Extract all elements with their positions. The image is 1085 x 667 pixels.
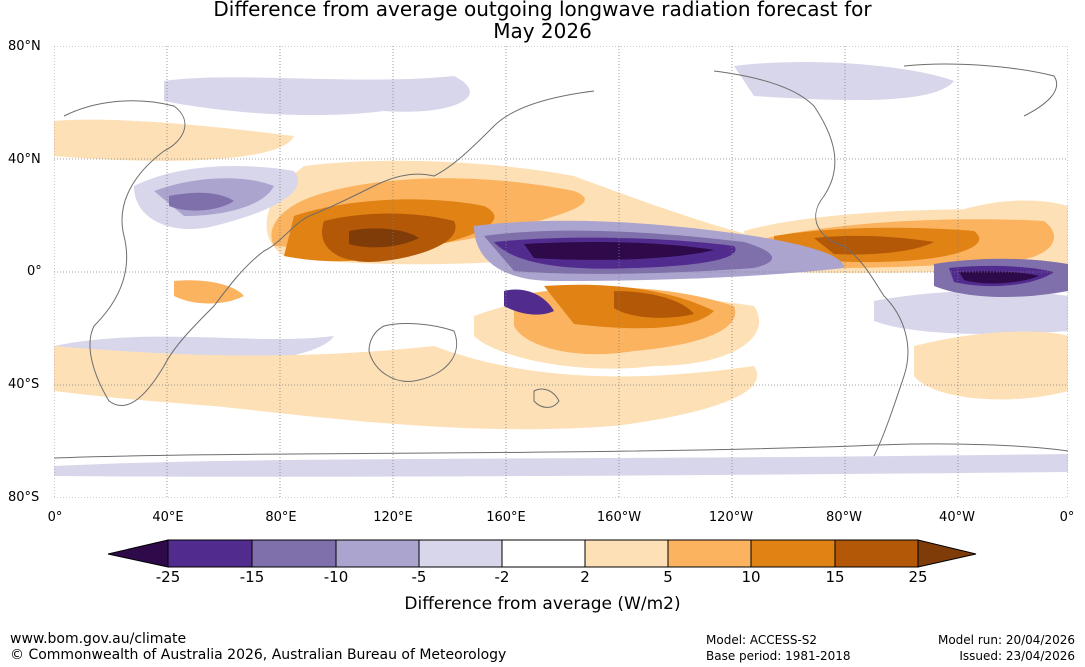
- lon-label-80w: 80°W: [826, 510, 862, 525]
- colorbar-tick-3: -10: [323, 568, 349, 586]
- colorbar-segment-6: [584, 539, 669, 568]
- lon-label-40w: 40°W: [939, 510, 975, 525]
- colorbar-segment-4: [418, 539, 503, 568]
- colorbar-tick-4: -5: [411, 568, 427, 586]
- lat-label-40s: 40°S: [8, 377, 40, 392]
- colorbar-tick-1: -25: [155, 568, 181, 586]
- colorbar-segment-8: [750, 539, 836, 568]
- lon-label-120e: 120°E: [373, 510, 413, 525]
- lat-label-80n: 80°N: [8, 39, 41, 54]
- colorbar-segment-7: [667, 539, 752, 568]
- lon-label-40e: 40°E: [152, 510, 184, 525]
- lon-label-120w: 120°W: [708, 510, 754, 525]
- lat-label-80s: 80°S: [8, 490, 40, 505]
- footer-model: Model: ACCESS-S2: [706, 633, 818, 647]
- colorbar-tick-7: 5: [663, 568, 673, 586]
- footer-copyright: © Commonwealth of Australia 2026, Austra…: [10, 647, 507, 663]
- colorbar-segment-9: [834, 539, 919, 568]
- colorbar-tick-10: 25: [908, 568, 928, 586]
- colorbar-segment-5: [501, 539, 586, 568]
- footer-url[interactable]: www.bom.gov.au/climate: [10, 631, 187, 647]
- colorbar-title: Difference from average (W/m2): [404, 594, 681, 614]
- colorbar-segment-2: [251, 539, 337, 568]
- map-title-line-2: May 2026: [493, 19, 592, 43]
- footer-model-run: Model run: 20/04/2026: [937, 633, 1075, 647]
- colorbar-tick-6: 2: [580, 568, 590, 586]
- colorbar-segment-1: [167, 539, 253, 568]
- colorbar-extend-low: [107, 539, 169, 568]
- colorbar-tick-5: -2: [494, 568, 510, 586]
- lon-label-80e: 80°E: [265, 510, 297, 525]
- colorbar-segment-3: [335, 539, 420, 568]
- lat-label-equator: 0°: [27, 264, 42, 279]
- colorbar-tick-9: 15: [825, 568, 845, 586]
- lat-label-40n: 40°N: [8, 152, 41, 167]
- footer-issued: Issued: 23/04/2026: [959, 649, 1075, 663]
- colorbar-tick-8: 10: [741, 568, 761, 586]
- lon-label-0: 0°: [47, 510, 63, 525]
- anomaly-map: [53, 45, 1069, 499]
- coastlines: [53, 63, 1069, 459]
- lon-label-160w: 160°W: [596, 510, 642, 525]
- map-title-line-1: Difference from average outgoing longwav…: [213, 0, 872, 21]
- lon-label-360: 0°: [1059, 510, 1075, 525]
- colorbar-extend-high: [917, 539, 977, 568]
- anomaly-shading: [54, 61, 1068, 477]
- colorbar: [107, 539, 977, 568]
- footer-base-period: Base period: 1981-2018: [706, 649, 851, 663]
- colorbar-tick-2: -15: [239, 568, 265, 586]
- lon-label-160e: 160°E: [486, 510, 526, 525]
